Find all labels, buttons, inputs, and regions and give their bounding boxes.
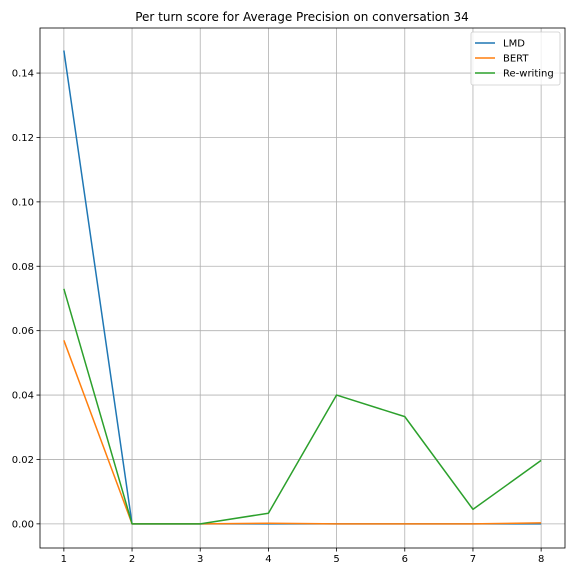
x-tick-label: 8 — [538, 554, 544, 565]
y-tick-label: 0.04 — [12, 391, 34, 402]
y-tick-label: 0.00 — [12, 519, 34, 530]
x-tick-label: 4 — [265, 554, 271, 565]
legend-label: LMD — [503, 39, 525, 50]
chart-title: Per turn score for Average Precision on … — [135, 10, 469, 24]
x-tick-label: 3 — [197, 554, 203, 565]
y-tick-label: 0.06 — [12, 326, 34, 337]
x-tick-label: 1 — [61, 554, 67, 565]
series-line-bert — [63, 340, 542, 525]
y-tick-label: 0.02 — [12, 455, 34, 466]
series-lines — [63, 50, 542, 525]
y-tick-label: 0.14 — [12, 69, 34, 80]
x-tick-label: 2 — [129, 554, 135, 565]
y-tick-label: 0.08 — [12, 262, 34, 273]
legend-label: Re-writing — [503, 69, 554, 80]
legend-label: BERT — [503, 54, 529, 65]
y-tick-label: 0.12 — [12, 133, 34, 144]
x-tick-label: 5 — [333, 554, 339, 565]
grid-lines — [40, 28, 565, 548]
legend: LMD BERT Re-writing — [470, 31, 561, 86]
x-tick-label: 6 — [402, 554, 408, 565]
y-tick-label: 0.10 — [12, 197, 34, 208]
axes: 1 2 3 4 5 6 7 8 0.00 0.02 0.04 0.06 0.08 0.10 0.12 0.14 — [12, 27, 566, 565]
legend-box — [470, 31, 561, 86]
x-tick-label: 7 — [470, 554, 476, 565]
series-line-re-writing — [63, 288, 542, 525]
plot-frame — [39, 27, 566, 549]
